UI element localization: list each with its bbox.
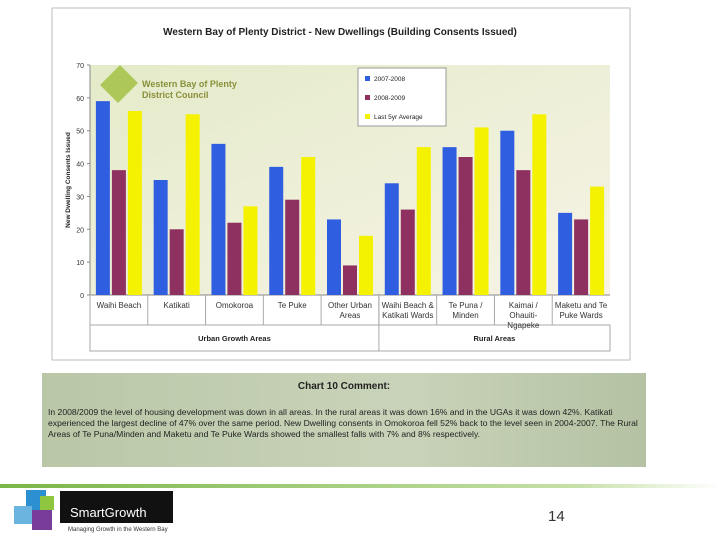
bar [590, 186, 605, 295]
y-tick-label: 30 [76, 194, 84, 201]
bar [474, 127, 489, 295]
bar [211, 143, 226, 295]
bar [243, 206, 258, 295]
y-tick-label: 40 [76, 162, 84, 169]
group-label: Urban Growth Areas [198, 334, 271, 343]
logo-mark [100, 65, 138, 103]
y-tick-label: 10 [76, 260, 84, 267]
bar [384, 183, 399, 295]
chart-title: Western Bay of Plenty District - New Dwe… [163, 27, 517, 38]
x-tick-label: Waihi Beach & Katikati Wards [381, 301, 434, 320]
comment-box: Chart 10 Comment: In 2008/2009 the level… [42, 373, 646, 467]
x-tick-label: Omokoroa [215, 301, 254, 310]
page-number: 14 [548, 508, 565, 525]
bar [558, 212, 573, 295]
bar [169, 229, 184, 295]
bar [343, 265, 357, 295]
bar [127, 111, 142, 295]
y-tick-label: 50 [76, 129, 84, 136]
comment-text: In 2008/2009 the level of housing develo… [48, 407, 638, 439]
bar [301, 157, 316, 295]
logo-text: Western Bay of Plenty [142, 79, 237, 89]
bar [269, 166, 284, 295]
logo-cubes [14, 490, 54, 530]
legend-swatch [365, 76, 370, 81]
legend-label: Last 5yr Average [374, 114, 423, 121]
x-tick-label: Maketu and Te Puke Wards [554, 301, 608, 320]
logo-name: SmartGrowth [70, 505, 147, 520]
bar [416, 147, 431, 295]
legend-box [357, 67, 447, 127]
x-tick-label: Te Puna / Minden [448, 301, 483, 320]
bar [285, 199, 300, 295]
bar [327, 219, 341, 295]
group-label: Rural Areas [474, 334, 516, 343]
footer-line [0, 484, 720, 488]
x-tick-label: Other Urban Areas [327, 301, 372, 320]
bar [95, 101, 110, 296]
comment-title: Chart 10 Comment: [297, 381, 391, 392]
bar [532, 114, 547, 296]
legend-label: 2008-2009 [374, 95, 405, 102]
y-tick-label: 0 [80, 293, 84, 300]
bar [458, 157, 473, 295]
logo-tagline: Managing Growth in the Western Bay [68, 527, 168, 533]
bar [227, 222, 242, 295]
bar [359, 235, 373, 295]
y-tick-label: 60 [76, 96, 84, 103]
bar [111, 170, 126, 295]
bar [442, 147, 457, 295]
bar [574, 219, 589, 295]
group-box [89, 324, 611, 352]
x-tick-label: Kaimai / Ohauiti-Ngapeke [507, 301, 540, 330]
x-tick-label: Waihi Beach [96, 301, 142, 310]
bar [153, 180, 168, 295]
bar [516, 170, 531, 295]
chart: Western Bay of Plenty District - New Dwe… [51, 7, 631, 361]
y-tick-label: 20 [76, 227, 84, 234]
bar [185, 114, 200, 296]
y-axis-label: New Dwelling Consents Issued [65, 132, 72, 228]
bar [500, 130, 515, 295]
legend-swatch [365, 114, 370, 119]
x-tick-label: Te Puke [277, 301, 307, 310]
logo-text: District Council [142, 90, 209, 100]
bar [400, 209, 415, 295]
legend-swatch [365, 95, 370, 100]
legend-label: 2007-2008 [374, 76, 405, 83]
x-tick-label: Katikati [163, 301, 190, 310]
logo-box [60, 491, 173, 523]
y-tick-label: 70 [76, 63, 84, 70]
